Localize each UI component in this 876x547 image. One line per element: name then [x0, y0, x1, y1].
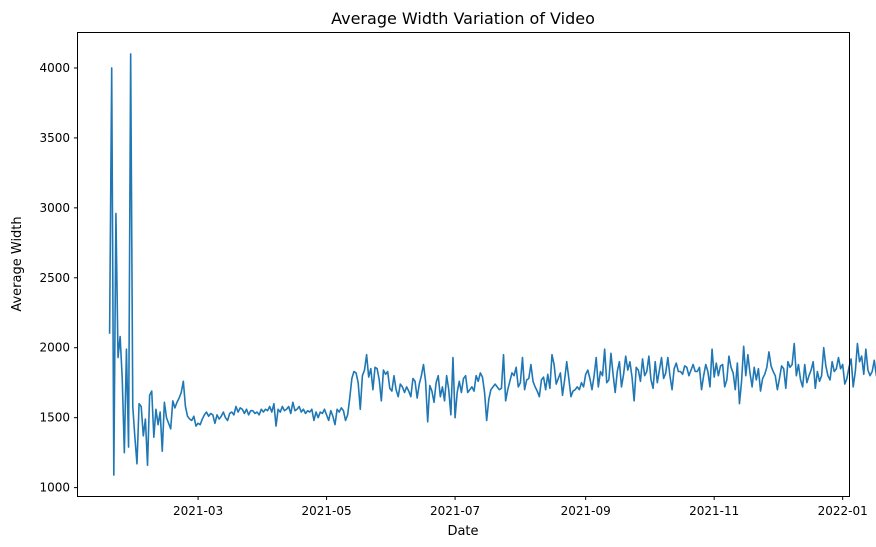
plot-area-frame	[77, 32, 850, 497]
y-tick-label: 1000	[39, 481, 70, 495]
x-tick-label: 2021-11	[689, 504, 739, 518]
y-tick-label: 2000	[39, 341, 70, 355]
x-tick-label: 2021-03	[173, 504, 223, 518]
x-tick-label: 2021-09	[561, 504, 611, 518]
chart-title: Average Width Variation of Video	[331, 9, 595, 28]
y-tick-label: 3000	[39, 201, 70, 215]
x-tick-label: 2021-05	[302, 504, 352, 518]
y-axis-label: Average Width	[10, 216, 25, 311]
y-tick-label: 4000	[39, 61, 70, 75]
y-tick-label: 1500	[39, 411, 70, 425]
y-tick-label: 2500	[39, 271, 70, 285]
y-tick-label: 3500	[39, 131, 70, 145]
series-group	[108, 53, 876, 476]
series-line	[108, 53, 876, 476]
x-tick-label: 2022-01	[818, 504, 868, 518]
x-tick-label: 2021-07	[430, 504, 480, 518]
axis-ticks: 2021-03 2021-05 2021-07 2021-09 2021-11 2022-…	[39, 61, 867, 518]
x-axis-label: Date	[447, 524, 478, 539]
